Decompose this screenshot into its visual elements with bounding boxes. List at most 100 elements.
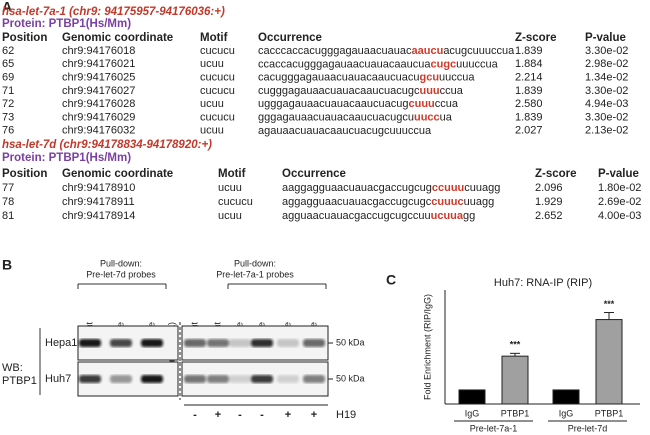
sequence-segment: ccua bbox=[435, 98, 459, 110]
sequence-segment: agguaacuauacgaccugcugccuu bbox=[282, 210, 431, 222]
column-header: Position bbox=[2, 168, 47, 180]
table-cell: 62 bbox=[2, 45, 14, 57]
occurrence: cacccaccacugggagauaacuauacaaucuacugcuuuc… bbox=[258, 45, 515, 57]
occurrence: agguaacuauacgaccugcugccuuucuuagg bbox=[282, 210, 475, 222]
h19-sign: + bbox=[215, 409, 221, 421]
sequence-segment: aaggagguaacuauacgaccugcug bbox=[282, 182, 432, 194]
table-cell: cucucu bbox=[200, 85, 235, 97]
bar bbox=[552, 389, 580, 405]
pulldown-label: Pre-let-7a-1 probes bbox=[216, 269, 294, 279]
sequence-segment: cugc bbox=[430, 58, 456, 70]
table-cell: 2.13e-02 bbox=[585, 125, 628, 137]
occurrence: agauaacuauacaaucuacugcuuuccua bbox=[258, 125, 432, 137]
significance-label: *** bbox=[604, 299, 615, 309]
band bbox=[79, 375, 101, 383]
h19-label: H19 bbox=[336, 409, 356, 421]
band bbox=[207, 375, 229, 383]
wb-label: WB: bbox=[2, 362, 23, 374]
sequence-segment: uuu bbox=[419, 85, 439, 97]
occurrence: gggagauaacuauacaaucuacugcuuuccua bbox=[258, 111, 453, 123]
cell-line-label: Hepa1 bbox=[45, 337, 77, 349]
table-cell: 2.027 bbox=[515, 125, 543, 137]
band bbox=[229, 375, 251, 383]
band bbox=[251, 339, 273, 347]
sequence-segment: cuuu bbox=[408, 98, 434, 110]
occurrence: aaggagguaacuauacgaccugcugccuuucuuagg bbox=[282, 182, 500, 194]
table-cell: cucucu bbox=[218, 196, 253, 208]
wb-label: PTBP1 bbox=[2, 375, 37, 387]
occurrence: ugggagauaacuauacaaucuacugcuuuccua bbox=[258, 98, 459, 110]
table-cell: 65 bbox=[2, 58, 14, 70]
band bbox=[277, 339, 299, 347]
table-cell: 71 bbox=[2, 85, 14, 97]
table-cell: ucuu bbox=[218, 182, 242, 194]
column-header: Motif bbox=[218, 168, 246, 180]
table-cell: 69 bbox=[2, 72, 14, 84]
table-cell: 78 bbox=[2, 196, 14, 208]
table-cell: 72 bbox=[2, 98, 14, 110]
table-cell: chr9:94176025 bbox=[62, 72, 135, 84]
table-cell: 3.30e-02 bbox=[585, 111, 628, 123]
band bbox=[229, 339, 251, 347]
band bbox=[207, 339, 229, 347]
h19-sign: - bbox=[238, 409, 242, 421]
band bbox=[110, 375, 132, 383]
cell-line-label: Huh7 bbox=[45, 373, 71, 385]
table-cell: 81 bbox=[2, 210, 14, 222]
sequence-segment: cuuuc bbox=[431, 196, 463, 208]
sequence-segment: uucc bbox=[414, 111, 440, 123]
table-cell: ucuu bbox=[200, 98, 224, 110]
sequence-segment: gg bbox=[463, 210, 475, 222]
panel-label: C bbox=[386, 272, 396, 288]
table-cell: 76 bbox=[2, 125, 14, 137]
table-cell: chr9:94178914 bbox=[62, 210, 135, 222]
table-cell: 1.34e-02 bbox=[585, 72, 628, 84]
table-cell: 77 bbox=[2, 182, 14, 194]
section-title: hsa-let-7a-1 (chr9: 94175957-94176036:+) bbox=[2, 6, 225, 18]
section-title: hsa-let-7d (chr9:94178834-94178920:+) bbox=[2, 139, 212, 151]
sequence-segment: gcu bbox=[419, 72, 439, 84]
sequence-segment: cacugggagauaacuauacaaucuacu bbox=[258, 72, 419, 84]
table-cell: 2.98e-02 bbox=[585, 58, 628, 70]
pulldown-label: Pre-let-7d probes bbox=[86, 269, 156, 279]
h19-sign: + bbox=[311, 409, 317, 421]
sequence-segment: aggagguaacuauacgaccugcugc bbox=[282, 196, 432, 208]
table-cell: 1.839 bbox=[515, 111, 543, 123]
table-cell: 2.69e-02 bbox=[598, 196, 641, 208]
sequence-segment: ugggagauaacuauacaaucuacug bbox=[258, 98, 408, 110]
y-axis-title: Fold Enrichment (RIP/IgG) bbox=[422, 294, 432, 400]
sequence-segment: ua bbox=[440, 111, 453, 123]
table-cell: 3.30e-02 bbox=[585, 85, 628, 97]
table-cell: 2.214 bbox=[515, 72, 543, 84]
sequence-segment: ccua bbox=[440, 85, 464, 97]
table-cell: chr9:94176018 bbox=[62, 45, 135, 57]
column-header: Genomic coordinate bbox=[62, 168, 173, 180]
column-header: Z-score bbox=[515, 32, 557, 44]
sequence-segment: ucuua bbox=[431, 210, 464, 222]
band bbox=[141, 375, 163, 383]
table-cell: chr9:94176032 bbox=[62, 125, 135, 137]
column-header: Motif bbox=[200, 32, 228, 44]
x-tick-label: IgG bbox=[559, 408, 574, 418]
table-cell: 3.30e-02 bbox=[585, 45, 628, 57]
column-header: Position bbox=[2, 32, 47, 44]
table-cell: chr9:94178910 bbox=[62, 182, 135, 194]
sequence-segment: cuuagg bbox=[464, 182, 500, 194]
group-label: Pre-let-7a-1 bbox=[470, 423, 518, 433]
table-cell: 1.884 bbox=[515, 58, 543, 70]
occurrence: aggagguaacuauacgaccugcugccuuucuuagg bbox=[282, 196, 494, 208]
table-cell: 4.00e-03 bbox=[598, 210, 641, 222]
table-cell: ucuu bbox=[218, 210, 242, 222]
sequence-segment: aaucu bbox=[412, 45, 444, 57]
table-cell: chr9:94176027 bbox=[62, 85, 135, 97]
table-cell: chr9:94176028 bbox=[62, 98, 135, 110]
table-cell: cucucu bbox=[200, 72, 235, 84]
sequence-segment: ccuuu bbox=[432, 182, 464, 194]
table-cell: 1.839 bbox=[515, 85, 543, 97]
band bbox=[303, 375, 325, 383]
band bbox=[184, 339, 206, 347]
pulldown-label: Pull-down: bbox=[100, 258, 142, 268]
table-cell: cucucu bbox=[200, 45, 235, 57]
h19-sign: - bbox=[260, 409, 264, 421]
table-cell: chr9:94176021 bbox=[62, 58, 135, 70]
